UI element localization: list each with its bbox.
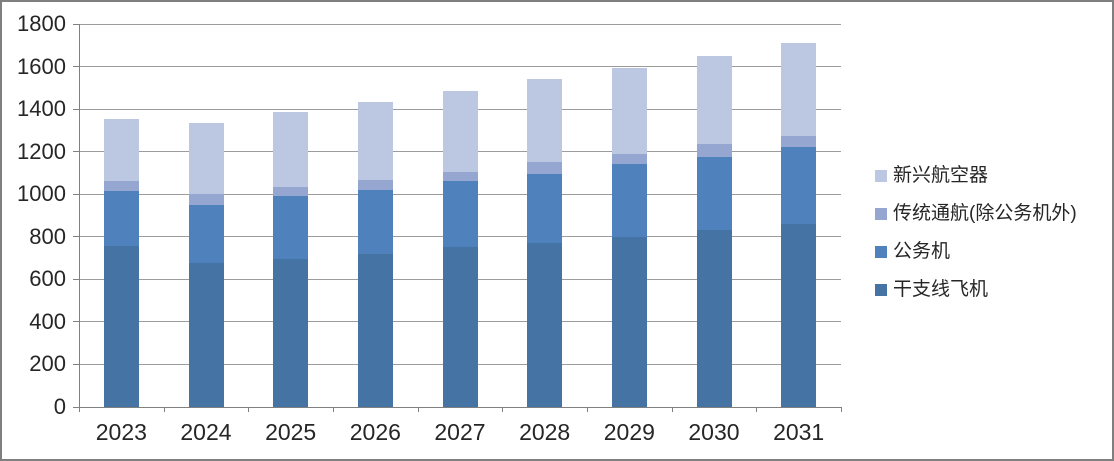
y-axis-tick bbox=[73, 278, 79, 280]
bar-segment-干支线飞机 bbox=[527, 243, 563, 407]
x-axis-tick bbox=[248, 407, 250, 412]
legend-label: 新兴航空器 bbox=[893, 165, 989, 186]
bar-segment-传统通航(除公务机外) bbox=[527, 162, 563, 174]
x-axis-tick bbox=[841, 407, 842, 412]
legend-item: 传统通航(除公务机外) bbox=[875, 202, 1077, 226]
bar-segment-公务机 bbox=[103, 191, 139, 247]
bar-segment-公务机 bbox=[527, 174, 563, 244]
y-axis-tick-label: 800 bbox=[29, 223, 66, 249]
y-axis-tick bbox=[73, 108, 79, 110]
y-axis-tick-label: 1000 bbox=[17, 181, 66, 207]
bar-segment-传统通航(除公务机外) bbox=[696, 144, 732, 157]
bar-segment-公务机 bbox=[188, 204, 224, 264]
x-axis-tick-label: 2023 bbox=[95, 419, 147, 445]
y-axis-tick-label: 400 bbox=[29, 308, 66, 334]
x-axis-line bbox=[79, 407, 841, 408]
bar-segment-新兴航空器 bbox=[273, 112, 309, 187]
bar-segment-干支线飞机 bbox=[442, 247, 478, 407]
bar-segment-新兴航空器 bbox=[527, 79, 563, 163]
gridline bbox=[79, 66, 841, 68]
legend-label: 公务机 bbox=[893, 241, 951, 262]
bar-segment-公务机 bbox=[357, 189, 393, 254]
legend-swatch-icon bbox=[875, 246, 887, 258]
y-axis-tick-label: 1800 bbox=[17, 11, 66, 36]
x-axis-tick bbox=[163, 407, 165, 412]
legend-item: 干支线飞机 bbox=[875, 278, 988, 302]
y-axis-tick-label: 1200 bbox=[17, 138, 66, 164]
bar-segment-新兴航空器 bbox=[611, 67, 647, 154]
legend-label: 传统通航(除公务机外) bbox=[893, 203, 1077, 224]
bar-segment-干支线飞机 bbox=[273, 259, 309, 407]
bar-segment-公务机 bbox=[273, 196, 309, 260]
bar-segment-干支线飞机 bbox=[611, 236, 647, 407]
legend-swatch-icon bbox=[875, 170, 887, 182]
x-axis-tick-label: 2024 bbox=[180, 419, 232, 445]
bar-segment-干支线飞机 bbox=[103, 246, 139, 407]
y-axis-tick bbox=[73, 193, 79, 195]
bar-segment-公务机 bbox=[611, 164, 647, 237]
x-axis-tick bbox=[79, 407, 80, 412]
x-axis-tick-label: 2027 bbox=[434, 419, 486, 445]
y-axis-tick bbox=[73, 321, 79, 323]
x-axis-tick bbox=[587, 407, 588, 412]
x-axis-tick-label: 2030 bbox=[688, 419, 740, 445]
bar-segment-干支线飞机 bbox=[781, 224, 817, 407]
bar-segment-传统通航(除公务机外) bbox=[273, 186, 309, 197]
y-axis-tick-label: 200 bbox=[29, 351, 66, 377]
bar-segment-干支线飞机 bbox=[696, 230, 732, 407]
y-axis-tick-label: 1400 bbox=[17, 96, 66, 122]
y-axis-tick bbox=[73, 236, 79, 238]
gridline bbox=[79, 23, 841, 25]
x-axis-tick-label: 2029 bbox=[603, 419, 655, 445]
x-axis-tick-label: 2025 bbox=[265, 419, 317, 445]
legend-label: 干支线飞机 bbox=[893, 279, 989, 300]
bar-segment-传统通航(除公务机外) bbox=[103, 181, 139, 192]
y-axis-tick bbox=[73, 66, 79, 68]
legend-item: 公务机 bbox=[875, 240, 950, 264]
x-axis-tick-label: 2031 bbox=[773, 419, 825, 445]
y-axis-tick bbox=[73, 151, 79, 153]
bar-segment-新兴航空器 bbox=[696, 55, 732, 145]
bar-segment-传统通航(除公务机外) bbox=[188, 194, 224, 205]
bar-segment-传统通航(除公务机外) bbox=[442, 171, 478, 182]
y-axis-tick-label: 1600 bbox=[17, 53, 66, 79]
bar-segment-干支线飞机 bbox=[357, 253, 393, 407]
y-axis-line bbox=[79, 24, 80, 412]
y-axis-tick bbox=[73, 363, 79, 365]
bar-segment-公务机 bbox=[781, 147, 817, 224]
legend-swatch-icon bbox=[875, 284, 887, 296]
bar-segment-新兴航空器 bbox=[357, 101, 393, 181]
bar-segment-公务机 bbox=[696, 156, 732, 231]
bar-segment-传统通航(除公务机外) bbox=[781, 135, 817, 148]
bar-segment-新兴航空器 bbox=[103, 118, 139, 182]
x-axis-tick bbox=[756, 407, 758, 412]
y-axis-tick bbox=[73, 406, 79, 408]
x-axis-tick bbox=[417, 407, 419, 412]
bar-segment-新兴航空器 bbox=[781, 43, 817, 136]
bar-segment-新兴航空器 bbox=[188, 122, 224, 195]
y-axis-tick-label: 0 bbox=[53, 394, 66, 419]
legend-item: 新兴航空器 bbox=[875, 164, 988, 188]
bar-segment-干支线飞机 bbox=[188, 263, 224, 407]
x-axis-tick bbox=[671, 407, 673, 412]
bar-segment-公务机 bbox=[442, 181, 478, 248]
y-axis-tick bbox=[73, 23, 79, 25]
bar-segment-传统通航(除公务机外) bbox=[357, 180, 393, 190]
bar-segment-传统通航(除公务机外) bbox=[611, 153, 647, 165]
y-axis-tick-label: 600 bbox=[29, 266, 66, 292]
bar-segment-新兴航空器 bbox=[442, 91, 478, 172]
x-axis-tick bbox=[333, 407, 334, 412]
x-axis-tick-label: 2028 bbox=[519, 419, 571, 445]
legend-swatch-icon bbox=[875, 208, 887, 220]
x-axis-tick-label: 2026 bbox=[349, 419, 401, 445]
x-axis-tick bbox=[502, 407, 504, 412]
